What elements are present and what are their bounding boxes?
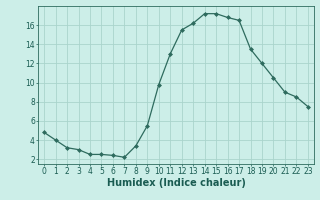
X-axis label: Humidex (Indice chaleur): Humidex (Indice chaleur) [107, 178, 245, 188]
